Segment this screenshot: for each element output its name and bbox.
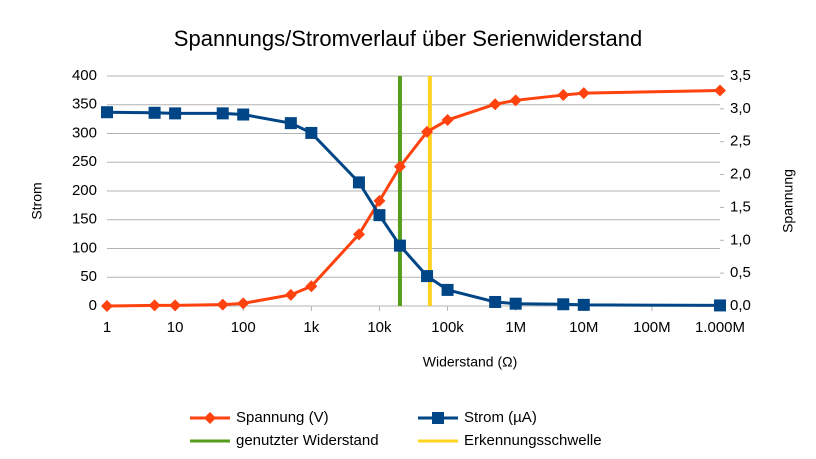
x-tick-label: 10k — [367, 319, 392, 336]
y2-tick-label: 2,0 — [730, 166, 751, 183]
x-tick-label: 100M — [633, 319, 671, 336]
marker — [489, 98, 502, 111]
y-tick-label: 250 — [72, 153, 97, 170]
marker — [393, 160, 406, 173]
y2-axis-label: Spannung — [780, 169, 796, 233]
marker — [577, 87, 590, 100]
marker — [557, 298, 570, 311]
marker — [101, 106, 113, 119]
y-tick-label: 100 — [72, 239, 97, 256]
y-tick-label: 200 — [72, 182, 97, 199]
marker — [237, 297, 250, 310]
marker — [714, 84, 726, 97]
y-tick-label: 0 — [89, 297, 97, 314]
x-tick-label: 1k — [303, 319, 319, 336]
legend-label: Spannung (V) — [236, 409, 329, 426]
marker — [373, 194, 386, 207]
series-line — [106, 88, 721, 308]
y2-tick-label: 0,5 — [730, 264, 751, 281]
legend-marker — [432, 412, 444, 424]
marker — [577, 298, 590, 311]
x-tick-label: 10M — [569, 319, 598, 336]
marker — [216, 298, 229, 311]
x-tick-label: 100 — [231, 319, 256, 336]
y2-tick-label: 2,5 — [730, 133, 751, 150]
y-axis-label: Strom — [29, 182, 45, 219]
marker — [148, 299, 161, 312]
marker — [148, 106, 161, 119]
y-tick-label: 400 — [72, 67, 97, 84]
marker — [352, 176, 365, 189]
marker — [216, 107, 229, 120]
y-tick-label: 300 — [72, 124, 97, 141]
marker — [441, 114, 454, 127]
y2-tick-label: 0,0 — [730, 297, 751, 314]
x-tick-label: 1.000M — [695, 319, 745, 336]
marker — [489, 295, 502, 308]
y-tick-label: 150 — [72, 211, 97, 228]
legend-label: Strom (µA) — [464, 409, 537, 426]
marker — [284, 117, 297, 130]
marker — [557, 89, 570, 102]
series-line — [106, 110, 721, 307]
legend-label: genutzter Widerstand — [236, 432, 379, 449]
marker — [393, 239, 406, 252]
y2-tick-label: 1,5 — [730, 198, 751, 215]
x-axis-label: Widerstand (Ω) — [423, 354, 518, 370]
legend-label: Erkennungsschwelle — [464, 432, 602, 449]
marker — [284, 288, 297, 301]
y2-tick-label: 1,0 — [730, 231, 751, 248]
y2-tick-label: 3,5 — [730, 67, 751, 84]
marker — [169, 107, 182, 120]
x-tick-label: 1M — [505, 319, 526, 336]
x-tick-label: 10 — [167, 319, 184, 336]
x-tick-label: 1 — [103, 319, 111, 336]
x-tick-label: 100k — [431, 319, 464, 336]
marker — [305, 280, 318, 293]
marker — [352, 228, 365, 241]
marker — [714, 299, 726, 312]
marker — [441, 283, 454, 296]
chart-title: Spannungs/Stromverlauf über Serienwiders… — [174, 26, 642, 51]
marker — [421, 270, 434, 283]
legend-marker — [204, 412, 216, 424]
marker — [421, 125, 434, 138]
marker — [237, 108, 250, 121]
y2-tick-label: 3,0 — [730, 100, 751, 117]
marker — [101, 300, 113, 312]
marker — [509, 94, 522, 107]
marker — [169, 299, 182, 312]
marker — [509, 297, 522, 310]
marker — [305, 126, 318, 139]
y-tick-label: 350 — [72, 96, 97, 113]
y-tick-label: 50 — [80, 268, 97, 285]
marker — [373, 209, 386, 222]
